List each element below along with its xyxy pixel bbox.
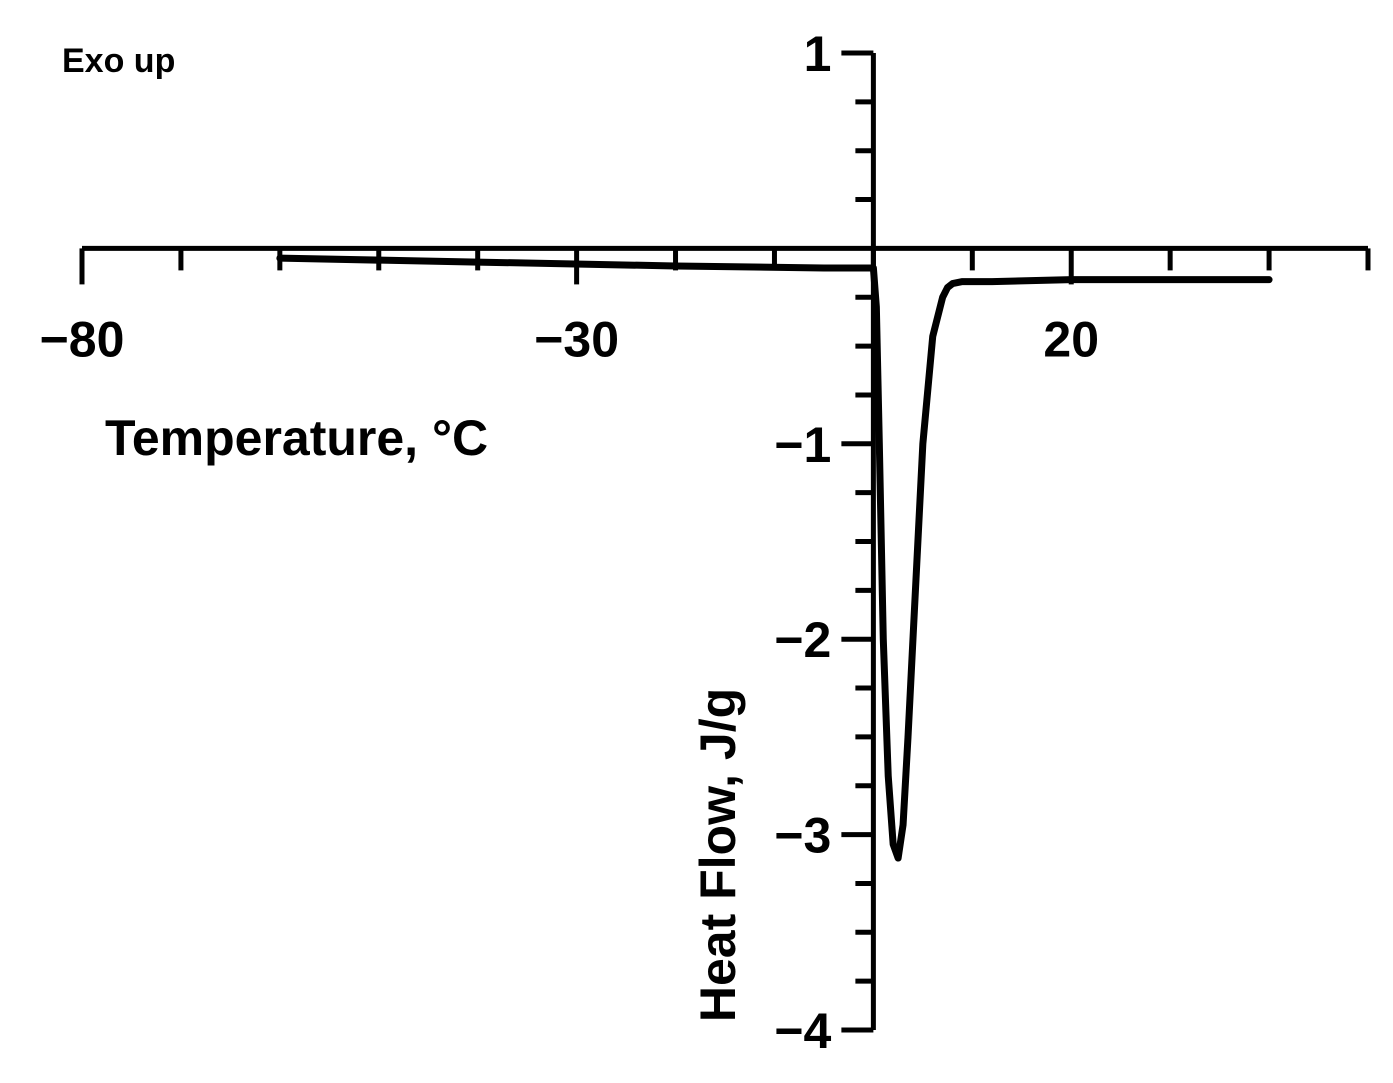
y-tick-label: −2 [774,612,831,668]
y-tick-label: −4 [774,1003,831,1059]
y-axis-label: Heat Flow, J/g [690,688,746,1022]
y-tick-label: 1 [804,26,832,82]
x-tick-label: 20 [1043,311,1099,367]
y-tick-label: −3 [774,808,831,864]
y-tick-label: −1 [774,417,831,473]
annotation: Exo up [62,42,175,80]
x-tick-label: −30 [534,311,619,367]
x-axis-label: Temperature, °C [105,410,488,466]
x-tick-label: −80 [40,311,125,367]
data-line [276,254,1273,862]
